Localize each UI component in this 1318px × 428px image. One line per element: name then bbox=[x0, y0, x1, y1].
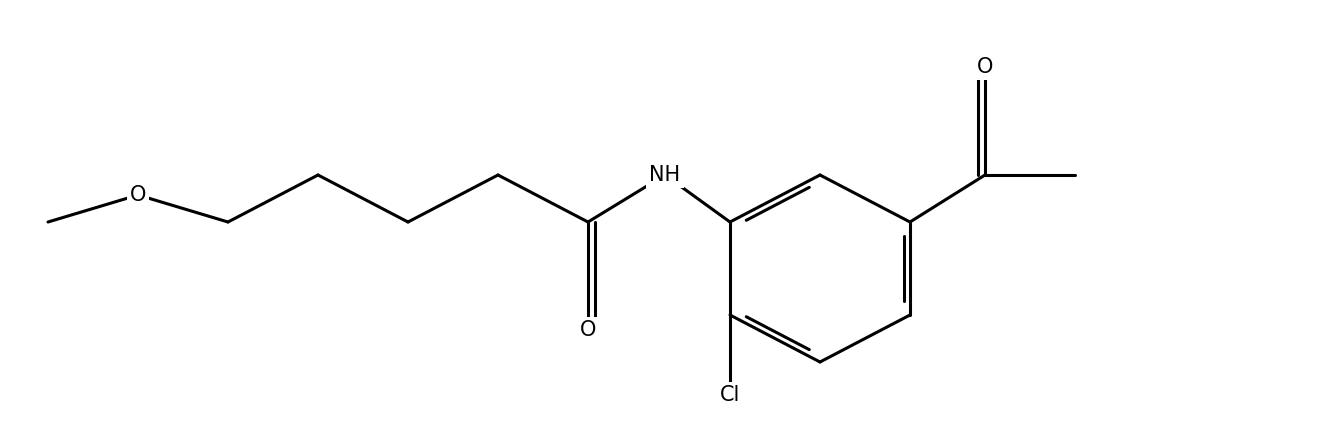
Text: NH: NH bbox=[650, 165, 680, 185]
Text: O: O bbox=[580, 320, 596, 340]
Text: O: O bbox=[129, 185, 146, 205]
Text: Cl: Cl bbox=[720, 385, 741, 405]
Text: O: O bbox=[977, 57, 994, 77]
